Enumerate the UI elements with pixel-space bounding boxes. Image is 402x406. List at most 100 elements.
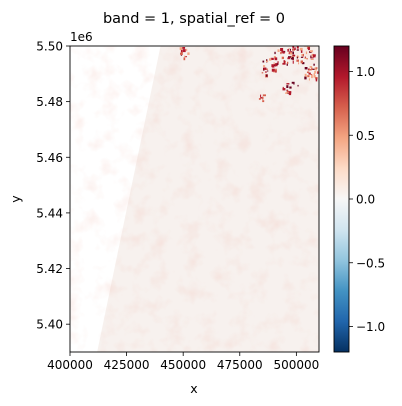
hot-pixel	[310, 74, 313, 76]
hot-pixel	[308, 72, 311, 75]
hot-pixel	[263, 65, 266, 67]
hot-pixel	[263, 67, 267, 70]
hot-pixel	[294, 44, 296, 45]
hot-pixel	[273, 56, 276, 59]
hot-pixel	[315, 78, 318, 82]
hot-pixel	[258, 98, 261, 100]
hot-pixel	[271, 64, 275, 68]
hot-pixel	[266, 70, 269, 72]
y-offset-label: 1e6	[70, 30, 93, 44]
y-tick-label: 5.42	[36, 262, 63, 276]
hot-pixel	[313, 73, 315, 76]
hot-pixel	[286, 91, 289, 93]
hot-pixel	[288, 56, 292, 58]
x-tick-label: 450000	[160, 358, 206, 372]
hot-pixel	[288, 91, 292, 94]
hot-pixel	[182, 49, 186, 53]
y-tick-label: 5.50	[36, 40, 63, 54]
hot-pixel	[307, 75, 310, 77]
hot-pixel	[270, 57, 274, 60]
colorbar-tick-label: −1.0	[356, 320, 385, 334]
y-tick-label: 5.48	[36, 95, 63, 109]
hot-pixel	[297, 39, 299, 41]
hot-pixel	[313, 75, 316, 78]
hot-pixel	[289, 48, 291, 51]
hot-pixel	[186, 48, 188, 52]
colorbar-tick-label: 0.5	[356, 129, 375, 143]
hot-pixel	[300, 60, 303, 64]
hot-pixel	[302, 53, 304, 57]
hot-pixel	[269, 58, 272, 61]
hot-pixel	[298, 39, 300, 41]
hot-pixel	[273, 64, 276, 67]
colorbar-tick-label: −0.5	[356, 256, 385, 270]
hot-pixel	[315, 77, 318, 80]
hot-pixel	[288, 52, 290, 54]
hot-pixel	[185, 56, 187, 58]
hot-pixel	[286, 90, 289, 92]
hot-pixel	[314, 71, 316, 74]
x-tick-label: 400000	[47, 358, 93, 372]
hot-pixel	[183, 57, 186, 61]
hot-pixel	[274, 57, 278, 61]
y-tick-label: 5.44	[36, 206, 63, 220]
hot-pixel	[300, 56, 304, 58]
hot-pixel	[293, 82, 295, 85]
hot-pixel	[286, 63, 288, 66]
y-tick-label: 5.40	[36, 318, 63, 332]
hot-pixel	[180, 52, 183, 55]
hot-pixel	[262, 96, 264, 100]
hot-pixel	[262, 60, 265, 63]
x-tick-label: 500000	[273, 358, 319, 372]
hot-pixel	[296, 40, 298, 41]
hot-pixel	[296, 49, 299, 51]
hot-pixel	[314, 67, 318, 71]
hot-pixel	[296, 59, 299, 62]
hot-pixel	[312, 68, 316, 70]
hot-pixel	[274, 63, 278, 67]
hot-pixel	[310, 55, 312, 59]
hot-pixel	[260, 94, 262, 98]
hot-pixel	[292, 51, 294, 55]
hot-pixel	[262, 100, 265, 103]
hot-pixel	[292, 54, 296, 57]
x-axis: 400000 425000 450000 475000 500000	[47, 352, 319, 372]
hot-pixel	[310, 57, 314, 59]
hot-pixel	[288, 47, 290, 49]
hot-pixel	[294, 47, 296, 50]
hot-pixel	[316, 71, 319, 74]
hot-pixel	[282, 88, 286, 91]
hot-pixel	[315, 67, 318, 69]
hot-pixel	[309, 43, 312, 45]
hot-pixel	[266, 74, 268, 77]
hot-pixel	[308, 48, 310, 51]
hot-pixel	[304, 56, 306, 59]
hot-pixel	[285, 92, 288, 94]
hot-pixel	[313, 54, 316, 58]
plot-area	[70, 39, 319, 352]
hot-pixel	[306, 58, 308, 60]
hot-pixel	[280, 48, 284, 51]
colorbar	[333, 45, 350, 353]
hot-pixel	[303, 42, 305, 45]
hot-pixel	[180, 49, 183, 53]
hot-pixel	[277, 61, 279, 65]
hot-pixel	[260, 97, 264, 99]
hot-pixel	[287, 57, 291, 60]
colorbar-tick-label: 0.0	[356, 193, 375, 207]
hot-pixel	[266, 60, 269, 63]
hot-pixel	[275, 68, 277, 72]
hot-pixel	[182, 47, 186, 49]
y-tick-label: 5.46	[36, 151, 63, 165]
hot-pixel	[311, 74, 313, 79]
hot-pixel	[262, 94, 266, 97]
hot-pixel	[292, 60, 294, 64]
hot-pixel	[283, 60, 285, 64]
hot-pixel	[180, 52, 182, 55]
hot-pixel	[292, 44, 293, 45]
hot-pixel	[261, 72, 264, 74]
hot-pixel	[277, 49, 280, 52]
hot-pixel	[296, 56, 300, 58]
high-value-region	[179, 39, 319, 103]
